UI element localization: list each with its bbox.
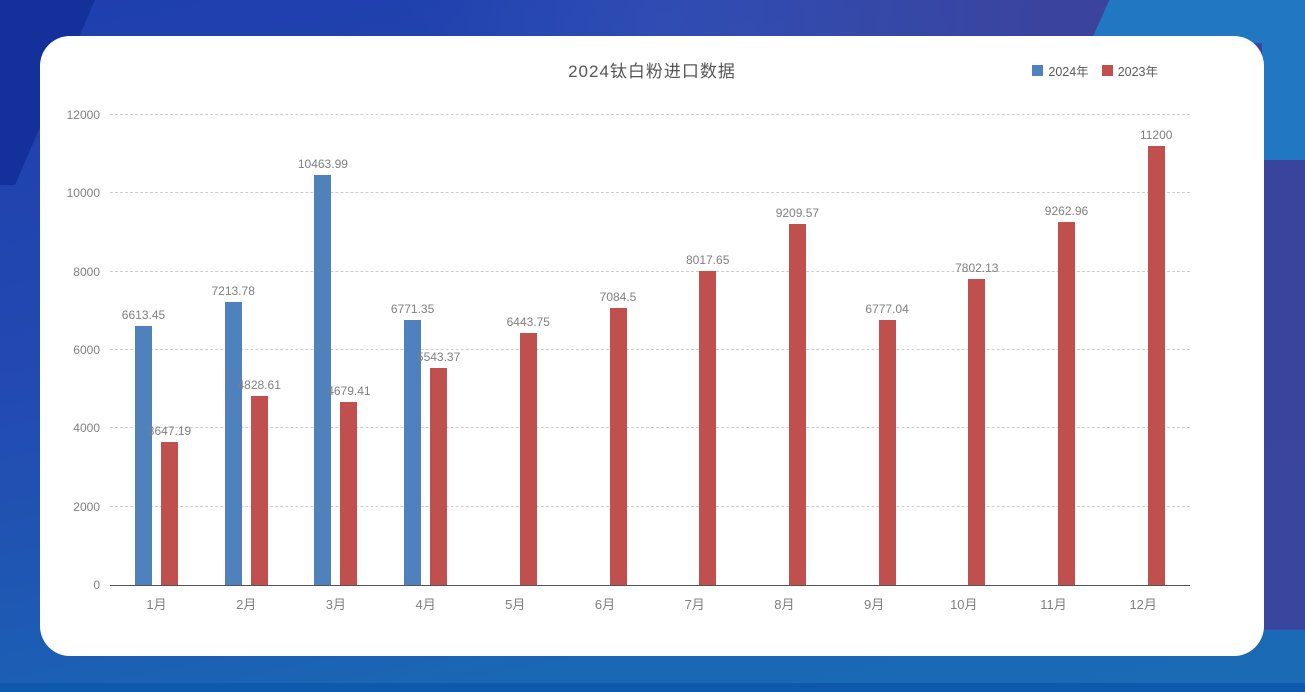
bar-2023年-m1[interactable]	[161, 442, 178, 585]
x-label-m6: 6月	[594, 597, 616, 612]
y-tick-2000: 2000	[73, 499, 100, 514]
bar-2023年-m10[interactable]	[968, 279, 986, 585]
bar-label-2023年-m7: 8017.65	[685, 252, 730, 267]
bar-2023年-m7[interactable]	[699, 270, 717, 585]
gridline-4000	[110, 427, 1190, 429]
bg-shape-bottom-strip	[0, 683, 1305, 692]
legend-label-2023: 2023年	[1117, 65, 1158, 79]
legend-item-2024[interactable]: 2024年	[1032, 61, 1089, 80]
bar-2023年-m11[interactable]	[1058, 222, 1075, 585]
bar-2023年-m6[interactable]	[609, 307, 627, 585]
bar-2023年-m2[interactable]	[250, 395, 268, 585]
x-label-m4: 4月	[415, 597, 436, 612]
x-label-m11: 11月	[1040, 597, 1067, 612]
y-tick-4000: 4000	[73, 421, 100, 436]
bar-label-2023年-m8: 9209.57	[775, 206, 820, 221]
y-tick-0: 0	[93, 578, 100, 592]
gridline-6000	[110, 349, 1190, 350]
legend-swatch-2023	[1101, 65, 1113, 76]
plot-area: 0 2000 4000 6000 8000 10000 12000 1月 6613.45 3647…	[67, 108, 1190, 612]
chart-card: 2024钛白粉进口数据 2024年 2023年 0 2000 4000 6000 800…	[40, 36, 1264, 656]
bar-label-2024年-m1: 6613.45	[121, 307, 166, 322]
bar-label-2024年-m3: 10463.99	[297, 157, 348, 172]
bar-label-2023年-m2: 4828.61	[237, 377, 281, 392]
legend-item-2023[interactable]: 2023年	[1101, 61, 1158, 80]
bar-2023年-m9[interactable]	[878, 319, 896, 585]
bar-2023年-m3[interactable]	[340, 401, 358, 585]
x-label-m2: 2月	[236, 597, 257, 612]
bar-label-2024年-m2: 7213.78	[211, 284, 255, 299]
x-label-m9: 9月	[863, 597, 885, 612]
bar-2023年-m4[interactable]	[430, 367, 448, 585]
x-label-m3: 3月	[325, 597, 346, 612]
gridline-10000	[110, 192, 1190, 194]
x-label-m10: 10月	[950, 597, 978, 612]
chart-legend: 2024年 2023年	[1032, 61, 1158, 80]
x-label-m5: 5月	[505, 597, 526, 612]
y-tick-8000: 8000	[73, 264, 100, 279]
bar-label-2023年-m10: 7802.13	[955, 261, 999, 276]
x-label-m1: 1月	[146, 597, 167, 612]
y-tick-12000: 12000	[66, 108, 100, 122]
bar-2024年-m4[interactable]	[404, 319, 422, 585]
bar-label-2024年-m4: 6771.35	[390, 301, 435, 316]
y-tick-6000: 6000	[73, 343, 100, 357]
bar-2024年-m3[interactable]	[314, 175, 332, 585]
x-label-m12: 12月	[1129, 597, 1157, 612]
bar-label-2023年-m3: 4679.41	[327, 383, 371, 398]
bar-2023年-m8[interactable]	[788, 224, 806, 585]
bar-2024年-m2[interactable]	[224, 302, 242, 585]
bar-label-2023年-m11: 9262.96	[1044, 204, 1089, 219]
chart-title: 2024钛白粉进口数据	[568, 62, 736, 81]
legend-swatch-2024	[1032, 65, 1044, 76]
bar-label-2023年-m6: 7084.5	[599, 289, 637, 304]
bar-label-2023年-m4: 5543.37	[416, 349, 461, 364]
bar-label-2023年-m5: 6443.75	[506, 314, 550, 329]
x-label-m7: 7月	[684, 597, 705, 612]
gridline-2000	[110, 505, 1190, 507]
x-label-m8: 8月	[774, 597, 795, 612]
gridline-8000	[110, 270, 1190, 272]
gridline-12000	[110, 114, 1190, 115]
y-tick-10000: 10000	[66, 186, 100, 201]
bar-2023年-m5[interactable]	[519, 332, 537, 585]
bar-2023年-m12[interactable]	[1147, 146, 1165, 585]
legend-label-2024: 2024年	[1048, 65, 1089, 79]
bar-label-2023年-m1: 3647.19	[147, 424, 192, 439]
bar-label-2023年-m9: 6777.04	[865, 301, 909, 316]
bar-2024年-m1[interactable]	[135, 325, 152, 585]
bar-label-2023年-m12: 11200	[1139, 128, 1173, 143]
